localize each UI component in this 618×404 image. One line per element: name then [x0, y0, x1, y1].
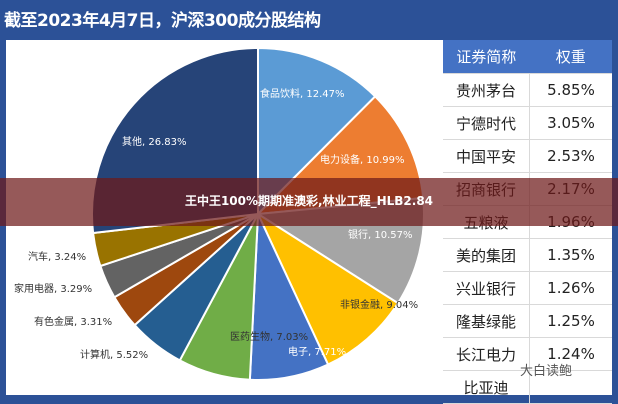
name-cell: 宁德时代: [443, 106, 530, 140]
weight-cell: 1.25%: [529, 304, 612, 338]
table-row: 长江电力 1.24%: [443, 337, 612, 371]
slice-label: 其他, 26.83%: [122, 135, 187, 148]
header-weight: 权重: [529, 40, 612, 74]
table-row: 宁德时代 3.05%: [443, 106, 612, 140]
table-header: 证券简称 权重: [443, 40, 612, 74]
table-row: 中国平安 2.53%: [443, 139, 612, 173]
slice-label: 计算机, 5.52%: [80, 348, 148, 361]
weight-cell: 3.05%: [529, 106, 612, 140]
weight-cell: 5.85%: [529, 73, 612, 107]
weights-table: 证券简称 权重 贵州茅台5.85%宁德时代3.05%中国平安2.53%招商银行2…: [443, 40, 612, 404]
name-cell: 中国平安: [443, 139, 530, 173]
slice-label: 汽车, 3.24%: [28, 250, 86, 263]
pie-slice-3: [255, 211, 400, 366]
header-name: 证券简称: [443, 40, 530, 74]
weight-cell: 1.24%: [529, 337, 612, 371]
name-cell: 比亚迪: [443, 370, 530, 404]
slice-label: 电力设备, 10.99%: [320, 153, 405, 166]
table-row: 美的集团 1.35%: [443, 238, 612, 272]
slice-label: 家用电器, 3.29%: [14, 282, 92, 295]
name-cell: 美的集团: [443, 238, 530, 272]
name-cell: 贵州茅台: [443, 73, 530, 107]
weight-cell: 1.35%: [529, 238, 612, 272]
slice-label: 电子, 7.71%: [288, 345, 346, 358]
name-cell: 兴业银行: [443, 271, 530, 305]
name-cell: 隆基绿能: [443, 304, 530, 338]
slice-label: 非银金融, 9.04%: [340, 298, 418, 311]
weight-cell: 1.26%: [529, 271, 612, 305]
weight-cell: 2.53%: [529, 139, 612, 173]
chart-title: 截至2023年4月7日，沪深300成分股结构: [4, 11, 321, 31]
table-row: 隆基绿能 1.25%: [443, 304, 612, 338]
name-cell: 长江电力: [443, 337, 530, 371]
table-row: 兴业银行 1.26%: [443, 271, 612, 305]
watermark: 大白读鲍: [520, 364, 573, 379]
slice-label: 有色金属, 3.31%: [34, 315, 112, 328]
table-row: 贵州茅台 5.85%: [443, 73, 612, 107]
slice-label: 食品饮料, 12.47%: [260, 87, 345, 100]
slice-label: 银行, 10.57%: [348, 228, 413, 241]
pie-slice-0: [257, 46, 377, 217]
slice-label: 医药生物, 7.03%: [230, 330, 308, 343]
overlay-banner: 王中王100%期期准澳彩,林业工程_HLB2.84: [0, 178, 618, 226]
